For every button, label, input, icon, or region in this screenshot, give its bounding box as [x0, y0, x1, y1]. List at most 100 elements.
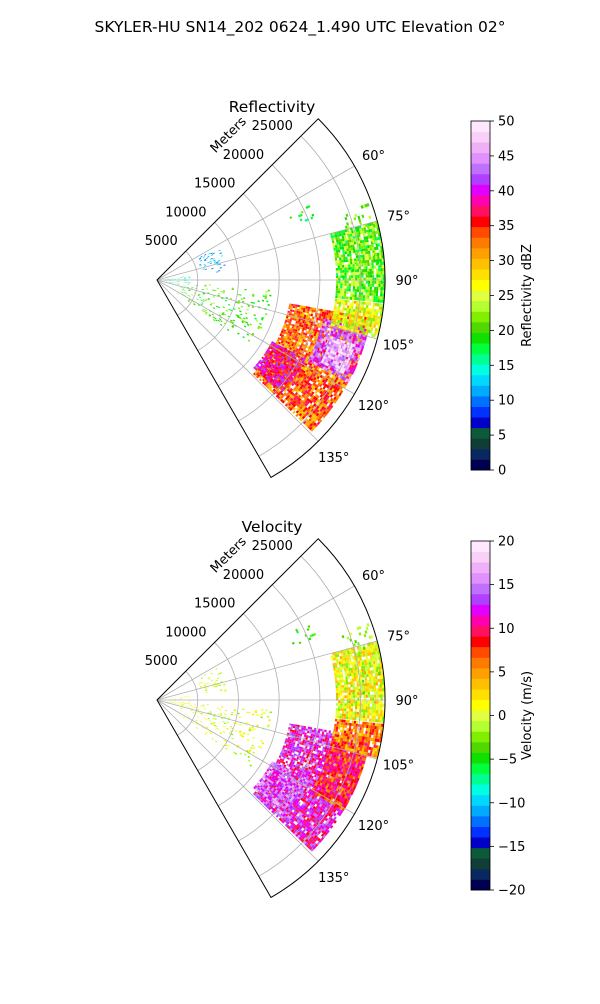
echo-cell: [349, 253, 351, 256]
echo-cell: [380, 287, 382, 290]
echo-cell: [370, 266, 372, 269]
echo-cell: [343, 305, 345, 308]
echo-cell: [363, 234, 366, 237]
echo-cell: [310, 727, 312, 730]
echo-cell: [318, 731, 321, 734]
echo-cell: [344, 265, 346, 268]
colorbar-tick-label: 25: [498, 289, 515, 304]
echo-cell: [335, 258, 337, 261]
clutter-cell: [214, 261, 216, 262]
clutter-cell: [221, 291, 223, 292]
clutter-cell: [210, 304, 212, 306]
echo-cell: [305, 728, 307, 730]
echo-cell: [299, 305, 301, 307]
echo-cell: [342, 307, 344, 310]
echo-cell: [308, 307, 310, 310]
clutter-cell: [212, 316, 214, 318]
echo-cell: [374, 250, 376, 253]
echo-cell: [336, 288, 338, 291]
echo-cell: [347, 283, 349, 286]
echo-cell: [339, 255, 341, 258]
echo-cell: [295, 304, 297, 306]
echo-cell: [366, 251, 368, 254]
echo-cell: [356, 255, 358, 258]
echo-cell: [311, 730, 314, 733]
echo-cell: [346, 297, 348, 300]
echo-cell: [340, 281, 342, 284]
echo-cell: [364, 308, 367, 311]
echo-cell: [364, 254, 366, 257]
figure-title: SKYLER-HU SN14_202 0624_1.490 UTC Elevat…: [95, 18, 506, 37]
clutter-cell: [209, 261, 211, 262]
echo-cell: [313, 730, 316, 733]
echo-cell: [341, 302, 343, 305]
echo-cell: [376, 284, 378, 287]
range-ring: [198, 222, 239, 350]
echo-cell: [336, 281, 338, 284]
clutter-cell: [204, 254, 206, 256]
echo-cell: [356, 304, 358, 307]
echo-cell: [380, 271, 382, 274]
echo-cell: [365, 295, 367, 298]
clutter-cell: [191, 294, 193, 295]
echo-cell: [368, 272, 370, 275]
colorbar-swatch: [471, 396, 490, 407]
echo-cell: [328, 730, 331, 733]
echo-cell: [359, 310, 362, 313]
clutter-cell: [368, 216, 371, 220]
echo-cell: [310, 307, 312, 310]
echo-cell: [336, 283, 338, 286]
echo-cell: [362, 257, 364, 260]
echo-cell: [338, 286, 340, 289]
clutter-cell: [355, 252, 357, 255]
echo-cell: [372, 290, 374, 293]
azimuth-tick-label: 75°: [387, 209, 410, 224]
colorbar-swatch: [471, 258, 490, 269]
echo-cell: [349, 303, 351, 306]
clutter-cell: [205, 309, 207, 311]
echo-cell: [289, 723, 291, 725]
echo-cell: [311, 312, 314, 315]
clutter-cell: [218, 260, 220, 261]
echo-cell: [375, 303, 377, 306]
echo-cell: [368, 284, 370, 287]
echo-cell: [338, 283, 340, 286]
clutter-cell: [265, 294, 267, 296]
echo-cell: [372, 266, 374, 269]
echo-cell: [371, 257, 373, 260]
echo-cell: [374, 309, 377, 312]
echo-cell: [285, 761, 288, 764]
colorbar-swatch: [471, 121, 490, 132]
echo-cell: [368, 248, 371, 251]
echo-cell: [345, 251, 347, 254]
echo-cell: [354, 301, 356, 304]
echo-cell: [338, 309, 341, 312]
colorbar-swatch: [471, 428, 490, 439]
echo-cell: [370, 248, 373, 251]
echo-cell: [306, 306, 308, 308]
echo-cell: [339, 260, 341, 263]
echo-cell: [318, 308, 320, 311]
colorbar-swatch: [471, 438, 490, 449]
echo-cell: [295, 724, 297, 726]
clutter-cell: [245, 317, 247, 319]
clutter-cell: [241, 306, 243, 308]
echo-cell: [342, 286, 344, 289]
clutter-cell: [182, 290, 184, 291]
clutter-cell: [265, 291, 267, 293]
echo-cell: [338, 252, 340, 255]
echo-cell: [334, 253, 336, 256]
echo-cell: [309, 309, 312, 312]
echo-cell: [293, 726, 295, 728]
clutter-cell: [233, 319, 235, 321]
echo-cell: [350, 297, 352, 300]
clutter-cell: [171, 283, 173, 284]
echo-cell: [338, 288, 340, 291]
echo-cell: [337, 260, 339, 263]
echo-cell: [365, 311, 368, 314]
echo-cell: [355, 272, 357, 275]
echo-cell: [348, 311, 351, 314]
clutter-cell: [212, 314, 214, 316]
echo-cell: [349, 251, 351, 254]
echo-cell: [339, 257, 341, 260]
